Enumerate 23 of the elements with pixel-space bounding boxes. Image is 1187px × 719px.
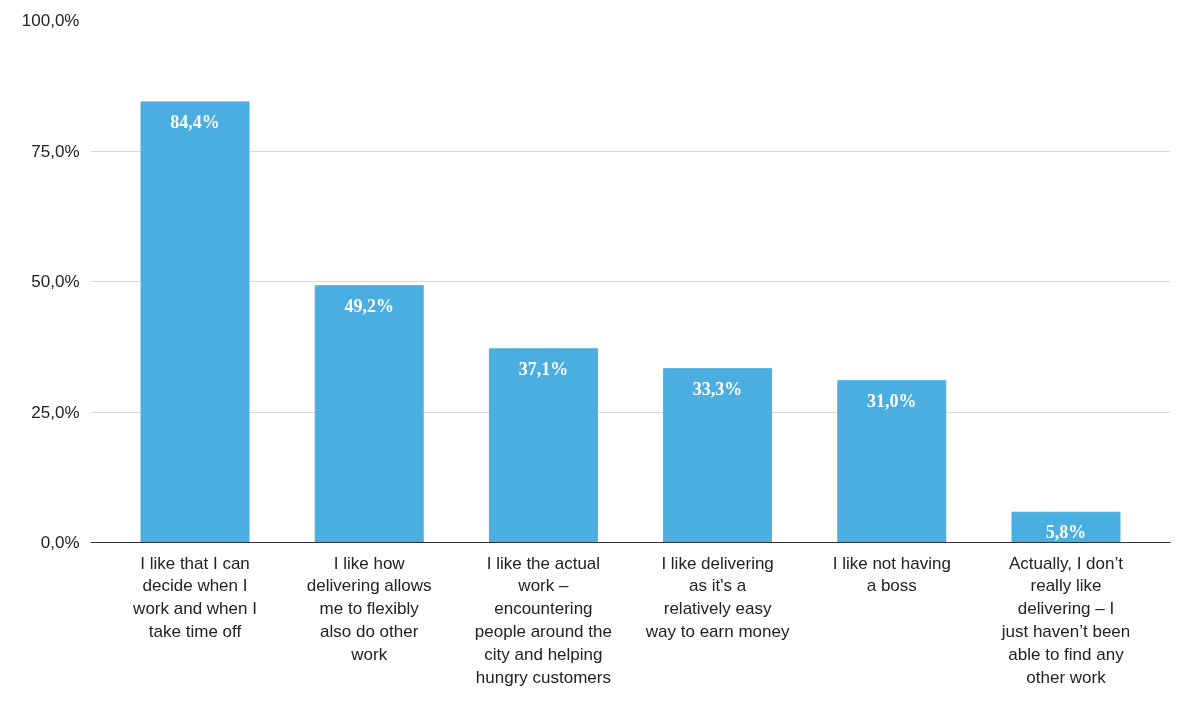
data-label: 5,8% (1045, 522, 1087, 543)
y-tick-label: 50,0% (31, 272, 80, 291)
data-label: 33,3% (692, 378, 743, 399)
y-tick-label: 25,0% (31, 402, 80, 422)
bar (488, 348, 598, 543)
data-label: 84,4% (170, 111, 220, 132)
x-tick-label: I like the actual work – encountering people around the city and helping hungry customers (474, 553, 612, 687)
bar (1011, 511, 1121, 543)
bar (140, 101, 250, 543)
x-tick-label: I like that I can decide when I work and when I take time off (132, 553, 257, 641)
x-tick-label: I like how delivering allows me to flexibly also do other work (306, 553, 432, 664)
x-tick-label: Actually, I don’t really like delivering – I just haven’t been able to find any other work (1000, 553, 1131, 687)
bar (663, 368, 773, 543)
bar (314, 285, 424, 543)
x-tick-label: I like delivering as it's a relatively easy way to earn money (644, 553, 790, 641)
y-tick-label: 75,0% (31, 141, 80, 161)
x-tick-label: I like not having a boss (832, 553, 951, 596)
y-tick-label: 0,0% (40, 533, 80, 552)
data-label: 31,0% (867, 390, 917, 411)
data-label: 49,2% (344, 295, 394, 316)
data-label: 37,1% (518, 358, 569, 379)
bar (837, 380, 947, 543)
y-tick-label: 100,0% (21, 11, 80, 30)
